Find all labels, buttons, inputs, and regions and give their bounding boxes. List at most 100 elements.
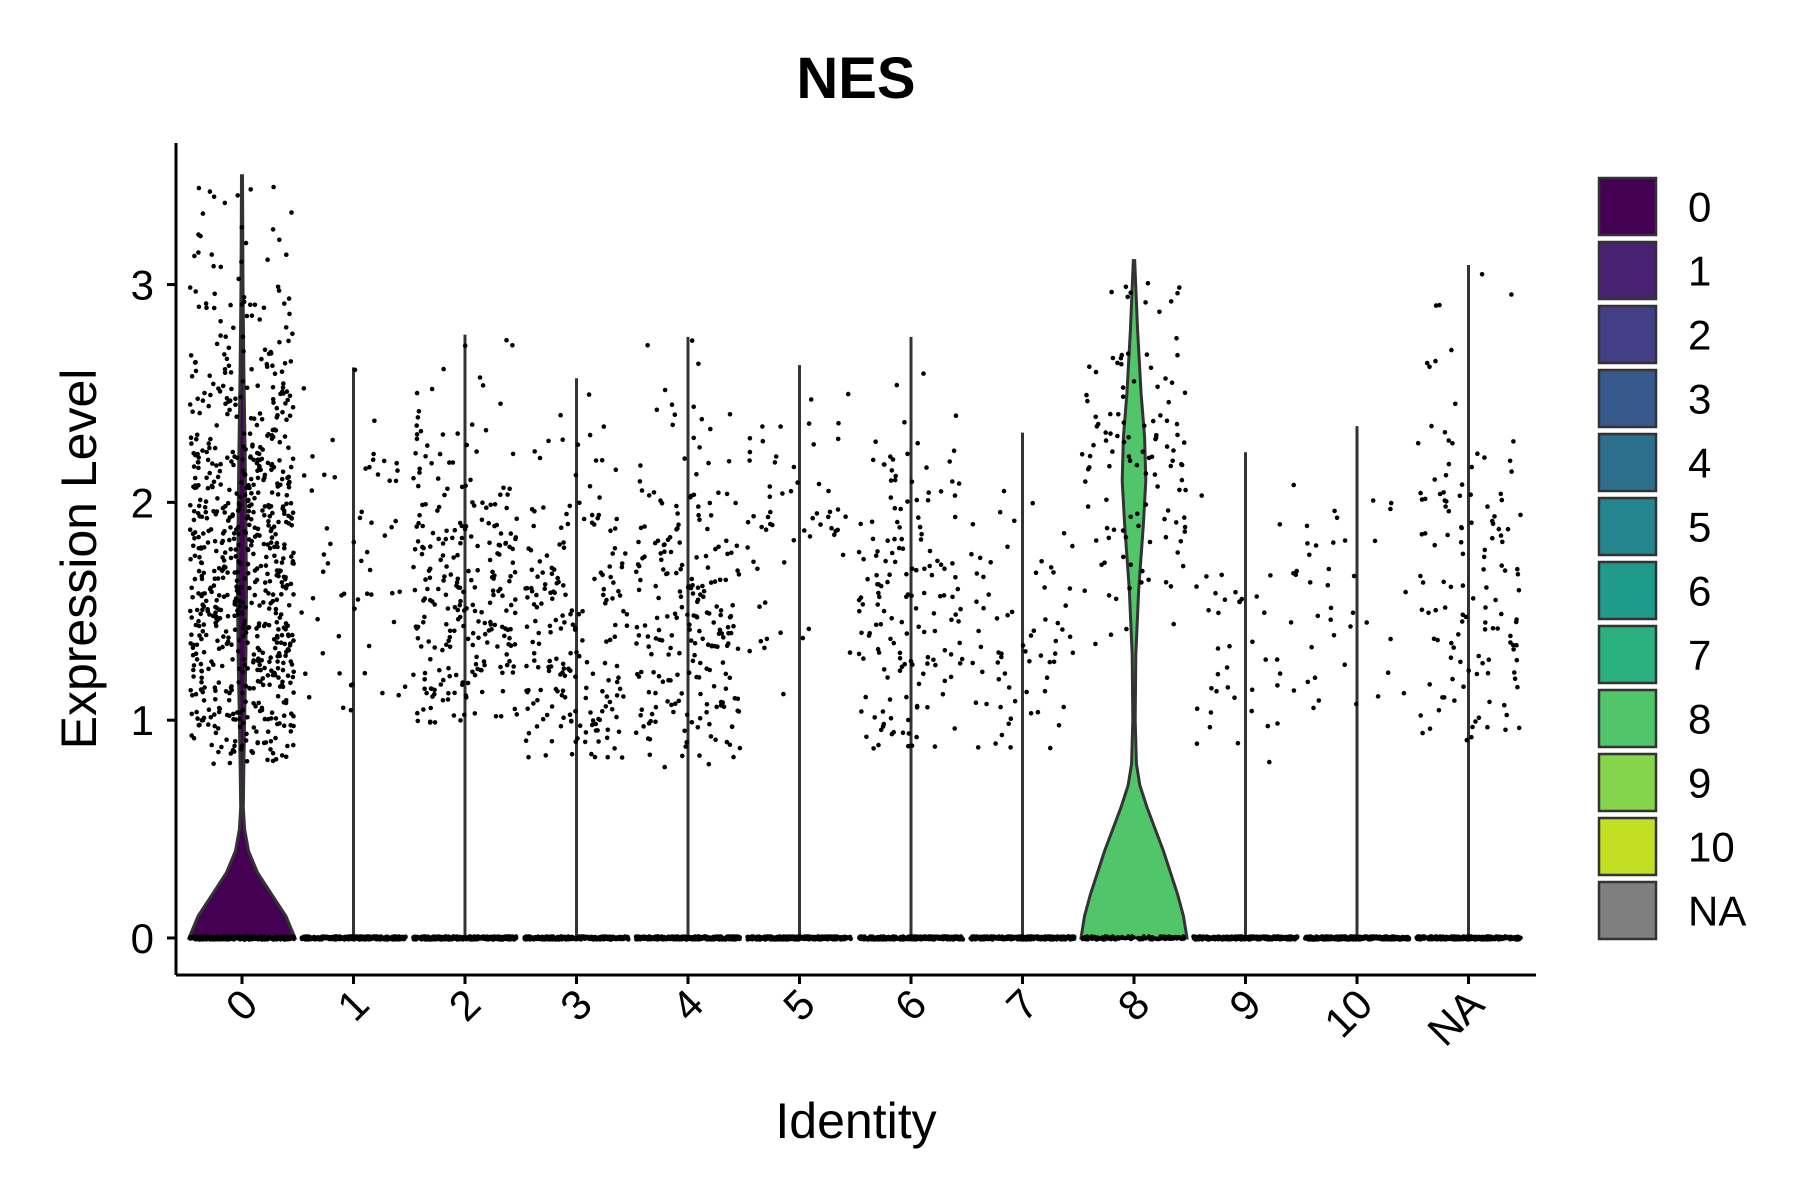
data-point	[900, 546, 906, 551]
data-point	[247, 431, 253, 437]
data-point	[271, 524, 277, 529]
data-point	[875, 602, 880, 607]
data-point	[291, 742, 296, 748]
data-point	[243, 605, 248, 610]
data-point	[1178, 539, 1184, 544]
data-point	[285, 632, 291, 637]
data-point	[665, 537, 671, 542]
data-point	[835, 507, 841, 512]
data-point-zero	[1065, 934, 1071, 940]
data-point	[237, 666, 242, 672]
data-point	[245, 640, 250, 645]
data-point	[251, 652, 257, 657]
data-point-zero	[1215, 936, 1220, 941]
data-point	[1250, 639, 1255, 645]
data-point	[672, 412, 678, 418]
data-point	[257, 411, 263, 416]
data-point	[260, 676, 266, 681]
data-point-zero	[493, 935, 499, 941]
data-point	[1158, 413, 1163, 418]
data-point	[187, 402, 193, 407]
data-point	[413, 451, 418, 456]
data-point	[1351, 573, 1357, 579]
data-point	[188, 641, 193, 646]
data-point	[502, 633, 507, 639]
data-point	[577, 653, 582, 659]
data-point	[802, 528, 807, 533]
data-point	[315, 616, 320, 622]
data-point	[232, 599, 238, 604]
data-point	[212, 712, 217, 717]
data-point	[221, 564, 227, 569]
data-point	[189, 711, 195, 717]
data-point	[751, 559, 756, 565]
data-point	[248, 187, 253, 192]
data-point	[727, 742, 733, 748]
data-point	[1239, 596, 1245, 602]
data-point	[700, 583, 705, 589]
data-point-zero	[891, 935, 897, 941]
data-point	[455, 576, 461, 582]
data-point-zero	[583, 935, 589, 941]
data-point	[269, 433, 275, 438]
data-point	[243, 630, 249, 635]
data-point	[863, 694, 868, 700]
data-point	[969, 551, 974, 557]
data-point	[678, 594, 684, 599]
data-point-zero	[461, 935, 467, 941]
data-point	[421, 545, 426, 551]
data-point	[240, 457, 245, 462]
data-point	[455, 552, 460, 558]
data-point	[284, 501, 289, 507]
data-point	[1171, 621, 1176, 627]
data-point	[274, 415, 280, 420]
data-point	[1123, 284, 1129, 290]
data-point	[265, 542, 271, 547]
data-point	[590, 718, 596, 723]
data-point	[488, 502, 494, 508]
data-point	[191, 464, 197, 469]
data-point	[612, 746, 617, 751]
data-point	[200, 607, 205, 613]
data-point	[950, 479, 955, 484]
data-point-zero	[1028, 934, 1034, 939]
data-point	[581, 516, 587, 522]
data-point	[275, 693, 281, 699]
data-point	[995, 660, 1001, 665]
data-point	[725, 551, 730, 557]
data-point	[914, 497, 920, 503]
data-point	[612, 634, 618, 639]
data-point	[1124, 626, 1129, 632]
data-point-zero	[1194, 936, 1199, 942]
data-point	[662, 549, 667, 554]
data-point	[1173, 520, 1179, 525]
data-point	[196, 618, 201, 624]
violin-8	[1079, 259, 1189, 940]
data-point	[876, 582, 881, 587]
data-point	[267, 546, 273, 551]
data-point	[357, 515, 363, 521]
data-point	[432, 720, 438, 725]
data-point	[514, 712, 520, 717]
data-point-zero	[911, 936, 917, 942]
data-point	[635, 671, 640, 677]
data-point	[422, 614, 427, 620]
data-point-zero	[1112, 936, 1118, 942]
data-point-zero	[1181, 936, 1187, 941]
data-point-zero	[1210, 936, 1215, 941]
data-point-zero	[1167, 936, 1173, 941]
data-point	[840, 552, 846, 558]
data-point	[600, 689, 605, 694]
data-point	[274, 540, 280, 546]
data-point	[567, 712, 573, 717]
data-point	[234, 414, 239, 420]
data-point	[614, 663, 620, 669]
data-point	[423, 577, 428, 582]
data-point	[621, 608, 626, 614]
data-point	[198, 497, 203, 503]
data-point	[1332, 508, 1337, 514]
data-point-zero	[368, 935, 373, 940]
data-point	[589, 520, 595, 526]
data-point	[900, 730, 906, 735]
data-point	[636, 633, 642, 638]
